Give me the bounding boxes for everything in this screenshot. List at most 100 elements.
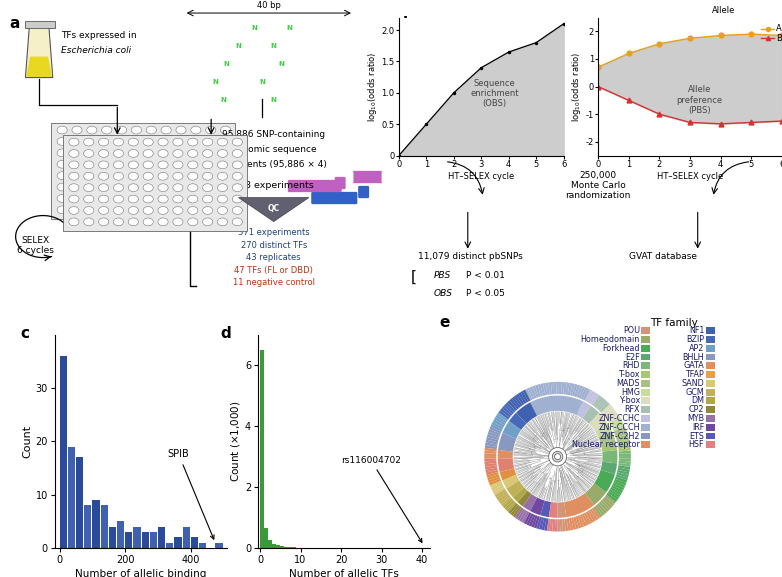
Circle shape [72, 194, 82, 203]
Polygon shape [503, 475, 519, 489]
Circle shape [99, 207, 109, 215]
Circle shape [176, 206, 186, 213]
Bar [705, 424, 715, 430]
Circle shape [217, 195, 228, 203]
Polygon shape [608, 491, 619, 500]
Bar [166, 543, 174, 548]
Circle shape [146, 194, 156, 203]
Circle shape [146, 172, 156, 179]
Bar [92, 500, 99, 548]
Polygon shape [543, 383, 547, 395]
Bar [272, 544, 276, 548]
Circle shape [188, 173, 198, 180]
Circle shape [161, 126, 171, 134]
Polygon shape [586, 511, 594, 523]
Circle shape [113, 195, 124, 203]
Text: N: N [251, 25, 257, 31]
Circle shape [203, 195, 213, 203]
Circle shape [221, 206, 231, 213]
Polygon shape [567, 518, 571, 531]
Polygon shape [522, 389, 530, 402]
Polygon shape [502, 406, 512, 416]
Polygon shape [558, 382, 561, 394]
Polygon shape [504, 500, 515, 510]
Polygon shape [583, 388, 590, 400]
Circle shape [206, 137, 216, 145]
Bar [641, 354, 651, 361]
Bar [641, 362, 651, 369]
Text: BZIP: BZIP [687, 335, 705, 344]
Circle shape [128, 138, 138, 146]
Polygon shape [503, 498, 513, 508]
Circle shape [158, 149, 168, 158]
Polygon shape [485, 465, 497, 470]
Text: TFs expressed in: TFs expressed in [61, 31, 136, 40]
Circle shape [113, 173, 124, 180]
Circle shape [203, 207, 213, 215]
Circle shape [188, 218, 198, 226]
Circle shape [188, 149, 198, 158]
Circle shape [217, 161, 228, 168]
Circle shape [188, 207, 198, 215]
Text: HMG: HMG [621, 388, 640, 396]
Polygon shape [551, 382, 554, 394]
Circle shape [72, 149, 82, 157]
Circle shape [158, 183, 168, 192]
Circle shape [69, 195, 79, 203]
Polygon shape [539, 517, 544, 530]
Bar [705, 415, 715, 422]
Text: TFAP: TFAP [686, 370, 705, 379]
Bar [268, 539, 271, 548]
Circle shape [176, 172, 186, 179]
Polygon shape [601, 462, 617, 474]
Polygon shape [613, 481, 626, 488]
Polygon shape [508, 503, 518, 514]
Bar [134, 527, 141, 548]
Circle shape [203, 161, 213, 168]
Polygon shape [603, 406, 613, 416]
Polygon shape [485, 443, 497, 447]
Bar [191, 538, 198, 548]
Polygon shape [579, 387, 585, 399]
Bar [705, 398, 715, 404]
Polygon shape [594, 397, 604, 408]
Text: N: N [278, 61, 285, 67]
Circle shape [554, 454, 561, 460]
Polygon shape [561, 382, 565, 394]
Circle shape [173, 195, 183, 203]
Circle shape [173, 161, 183, 168]
Circle shape [72, 172, 82, 179]
Bar [641, 433, 651, 440]
Text: P < 0.05: P < 0.05 [466, 289, 504, 298]
Text: b: b [403, 16, 414, 31]
FancyBboxPatch shape [288, 180, 342, 192]
Circle shape [131, 149, 142, 157]
Polygon shape [602, 498, 612, 508]
Circle shape [217, 207, 228, 215]
Circle shape [232, 218, 242, 226]
Circle shape [131, 126, 142, 134]
Circle shape [84, 183, 94, 192]
Polygon shape [578, 515, 584, 527]
Bar [641, 380, 651, 387]
Polygon shape [585, 484, 606, 505]
Circle shape [117, 183, 127, 191]
Polygon shape [531, 515, 538, 527]
Circle shape [217, 173, 228, 180]
Circle shape [84, 138, 94, 146]
Circle shape [221, 194, 231, 203]
Polygon shape [507, 501, 516, 512]
Circle shape [161, 206, 171, 213]
Text: E2F: E2F [626, 353, 640, 362]
Polygon shape [536, 516, 542, 529]
Polygon shape [490, 481, 502, 488]
Polygon shape [588, 510, 596, 522]
Polygon shape [546, 383, 550, 395]
Circle shape [113, 207, 124, 215]
FancyBboxPatch shape [311, 192, 357, 204]
Circle shape [191, 149, 201, 157]
Y-axis label: Count: Count [23, 425, 33, 458]
Text: PBS: PBS [433, 271, 450, 280]
Text: Escherichia coli: Escherichia coli [61, 46, 131, 55]
Bar [142, 532, 149, 548]
